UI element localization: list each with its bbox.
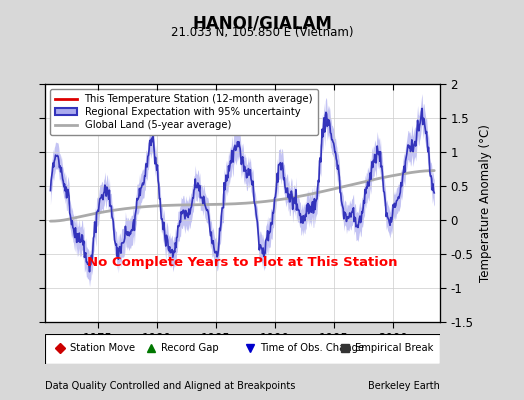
Text: HANOI/GIALAM: HANOI/GIALAM bbox=[192, 14, 332, 32]
Text: Time of Obs. Change: Time of Obs. Change bbox=[260, 343, 364, 354]
Text: Data Quality Controlled and Aligned at Breakpoints: Data Quality Controlled and Aligned at B… bbox=[45, 381, 295, 391]
Text: Station Move: Station Move bbox=[70, 343, 135, 354]
Y-axis label: Temperature Anomaly (°C): Temperature Anomaly (°C) bbox=[479, 124, 492, 282]
Text: Berkeley Earth: Berkeley Earth bbox=[368, 381, 440, 391]
Text: 21.033 N, 105.850 E (Vietnam): 21.033 N, 105.850 E (Vietnam) bbox=[171, 26, 353, 39]
Legend: This Temperature Station (12-month average), Regional Expectation with 95% uncer: This Temperature Station (12-month avera… bbox=[50, 89, 318, 135]
Text: No Complete Years to Plot at This Station: No Complete Years to Plot at This Statio… bbox=[87, 256, 398, 269]
Text: Record Gap: Record Gap bbox=[161, 343, 219, 354]
Text: Empirical Break: Empirical Break bbox=[355, 343, 433, 354]
